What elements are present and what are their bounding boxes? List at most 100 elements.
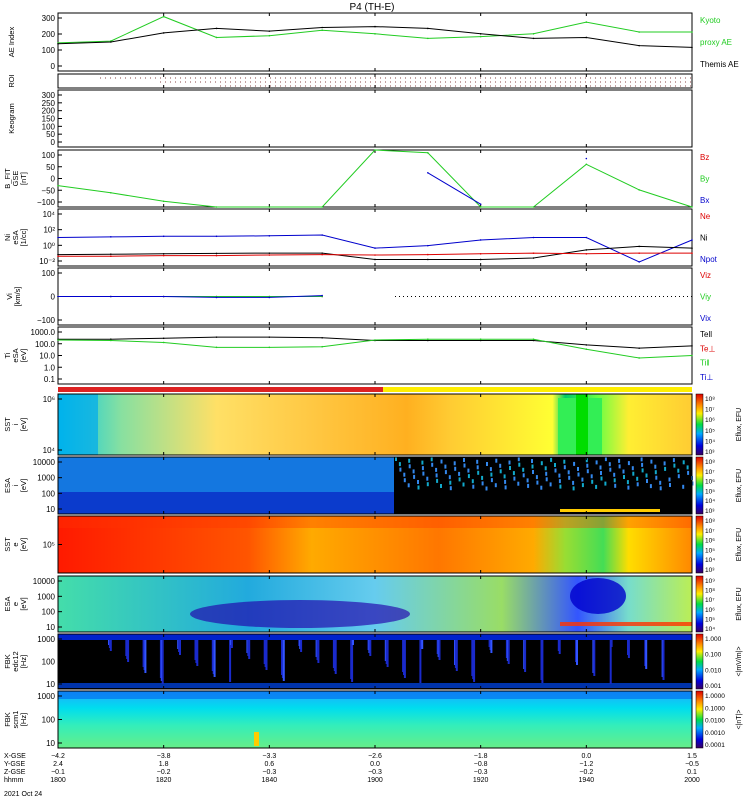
y-tick-label: 0: [51, 138, 56, 147]
esa-ion-speckle: [664, 466, 667, 471]
data-point: [532, 37, 535, 40]
data-point: [427, 253, 429, 256]
esa-ion-speckle: [585, 458, 588, 463]
y-tick-label: 10: [46, 680, 55, 689]
esa-ion-speckle: [489, 467, 492, 472]
data-point: [585, 157, 588, 160]
esa-ion-speckle: [490, 472, 493, 477]
y-tick-label: 10⁰: [43, 241, 55, 250]
series-ti-: [57, 338, 693, 359]
ephemeris-value: 1.8: [159, 761, 169, 768]
data-point: [479, 252, 482, 255]
esa-ion-region: [58, 492, 394, 514]
data-point: [479, 239, 482, 241]
ephemeris-value: −0.2: [157, 769, 171, 776]
data-point: [532, 33, 535, 35]
data-point: [162, 341, 165, 344]
data-point: [162, 15, 165, 18]
esa-ion-speckle: [581, 483, 584, 488]
data-point: [585, 348, 588, 350]
esa-ion-speckle: [608, 462, 611, 467]
data-point: [374, 258, 376, 261]
data-point: [268, 252, 271, 254]
ephemeris-value: 1940: [579, 777, 595, 784]
esa-ion-speckle: [550, 457, 553, 462]
y-axis-label: e: [11, 542, 20, 546]
colorbar-tick-label: 10⁶: [705, 479, 715, 486]
data-point: [479, 203, 482, 205]
data-point: [110, 338, 112, 341]
data-point: [532, 339, 535, 342]
esa-ion-speckle: [454, 466, 457, 471]
esa-ion-speckle: [421, 460, 424, 465]
panel-ti: 1000.0 100.0 10.0 1.0 0.1 Ti eSA [eV] Tell Te⊥ Ti‖…: [3, 326, 715, 385]
data-point: [638, 245, 640, 248]
y-tick-label: 200: [42, 30, 56, 39]
colorbar-tick-label: 10⁶: [705, 538, 715, 545]
panel-ae: 300 200 100 0 AE Index Kyoto proxy AE Themis AE: [7, 12, 739, 72]
ephemeris-row-label: X-GSE: [4, 753, 26, 760]
esa-ion-speckle: [627, 461, 630, 466]
esa-ion-speckle: [517, 481, 520, 486]
data-point: [110, 295, 112, 298]
fbk-e-burst: [179, 640, 181, 655]
ephemeris-value: 0.1: [687, 769, 697, 776]
esa-ion-speckle: [654, 464, 657, 469]
data-point: [638, 31, 640, 33]
esa-ion-speckle: [536, 480, 539, 485]
esa-ion-speckle: [485, 486, 488, 491]
legend-entry: Ti⊥: [700, 373, 713, 382]
fbk-e-burst: [576, 640, 578, 665]
data-point: [215, 346, 218, 349]
esa-ion-speckle: [559, 484, 562, 489]
esa-ion-speckle: [403, 472, 406, 477]
fbk-e-burst: [230, 640, 233, 648]
esa-ion-speckle: [604, 457, 607, 462]
esa-ion-speckle: [600, 476, 603, 481]
esa-ion-speckle: [669, 483, 671, 487]
esa-ion-speckle: [413, 474, 416, 479]
colorbar-tick-label: 10⁸: [705, 459, 715, 466]
colorbar-tick-label: 10⁸: [705, 396, 715, 403]
data-point: [215, 254, 218, 257]
ephemeris-value: −0.3: [474, 769, 488, 776]
esa-ion-speckle: [545, 471, 548, 476]
esa-ion-speckle: [590, 474, 593, 479]
fbk-e-burst: [455, 640, 458, 671]
data-point: [268, 296, 271, 299]
esa-ion-speckle: [649, 484, 652, 489]
ephemeris-value: −0.3: [368, 769, 382, 776]
esa-ion-speckle: [687, 470, 690, 475]
y-axis-label: SST: [3, 417, 12, 432]
esa-ion-speckle: [426, 476, 429, 481]
y-axis-label: FBK: [3, 654, 12, 669]
esa-ion-speckle: [522, 473, 525, 478]
data-point: [585, 344, 588, 346]
y-tick-label: 150: [42, 115, 56, 124]
esa-ion-speckle: [558, 473, 561, 478]
colorbar-label: Eflux, EFU: [736, 408, 743, 441]
series-group-ti: [57, 336, 693, 359]
esa-ion-speckle: [641, 468, 644, 473]
data-point: [374, 254, 376, 256]
data-point: [532, 252, 535, 254]
fbk-e-burst: [265, 640, 268, 670]
fbk-e-burst: [403, 640, 406, 678]
ephemeris-value: −0.1: [51, 769, 65, 776]
y-axis-label: Ti: [3, 352, 12, 358]
legend-entry: Ti‖: [700, 359, 710, 368]
sst-electron-region: [58, 516, 692, 528]
esa-ion-speckle: [449, 480, 452, 485]
data-point: [57, 339, 59, 341]
ephemeris-value: 1920: [473, 777, 489, 784]
data-point: [638, 357, 640, 359]
y-tick-label: 100: [42, 489, 56, 498]
esa-ion-speckle: [426, 482, 429, 487]
data-point: [479, 339, 482, 342]
y-tick-label: 100: [42, 658, 56, 667]
data-point: [532, 206, 535, 208]
esa-ion-speckle: [458, 471, 461, 476]
esa-ion-speckle: [636, 476, 639, 481]
esa-ion-speckle: [618, 464, 621, 469]
